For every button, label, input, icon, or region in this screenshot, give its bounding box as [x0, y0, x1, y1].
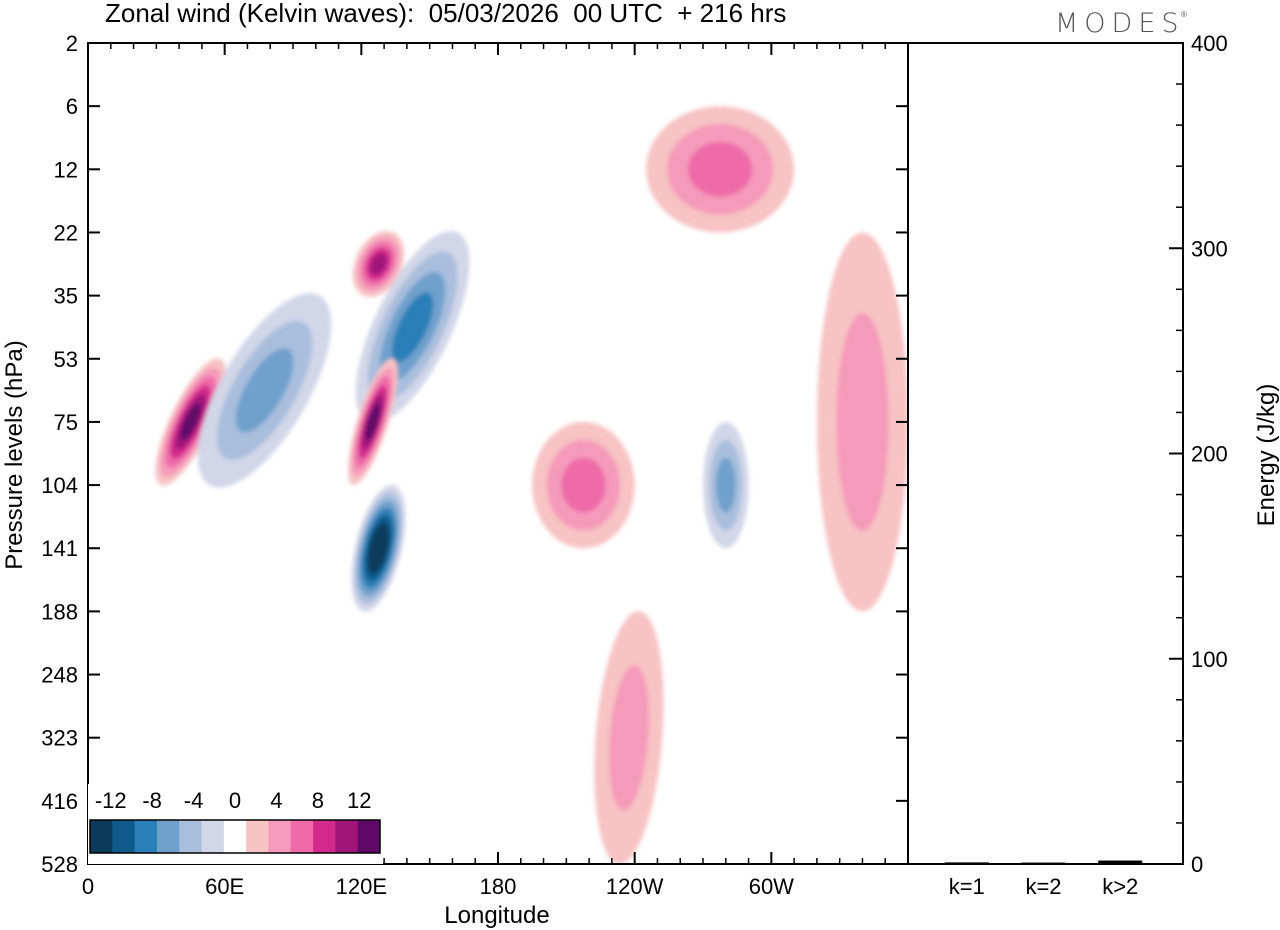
wave-feature-easterly — [703, 421, 749, 549]
colorbar-label: 4 — [270, 788, 282, 813]
colorbar-swatch — [112, 820, 136, 853]
colorbar-swatch — [90, 820, 113, 853]
wave-feature-westerly — [352, 230, 405, 298]
wave-feature-westerly — [646, 106, 795, 233]
colorbar-swatch — [246, 820, 269, 853]
x-tick-label: 0 — [82, 874, 94, 899]
colorbar-swatch — [201, 820, 225, 853]
energy-category-label: k=2 — [1025, 874, 1061, 899]
energy-bar-2 — [1021, 862, 1066, 865]
colorbar-swatch — [290, 820, 314, 853]
energy-panel-frame — [907, 42, 1184, 865]
colorbar-label: -12 — [95, 788, 127, 813]
x-tick-label: 180 — [480, 874, 517, 899]
x-tick-label: 60E — [205, 874, 244, 899]
colorbar-label: -8 — [142, 788, 162, 813]
contour-band — [715, 457, 736, 513]
energy-bars: k=1 k=2 k>2 — [944, 860, 1143, 899]
contour-band — [609, 665, 649, 811]
energy-axis: 0 100 200 300 400 — [1169, 31, 1228, 877]
wave-feature-easterly — [355, 231, 470, 424]
y-tick-label: 53 — [54, 347, 78, 372]
energy-tick-label: 0 — [1191, 852, 1203, 877]
heatmap-contours — [155, 106, 908, 864]
colorbar-swatch — [268, 820, 292, 853]
wave-feature-westerly — [594, 611, 664, 864]
y-axis-title: Pressure levels (hPa) — [1, 340, 28, 569]
pressure-axis: 2 6 12 22 35 53 75 104 141 188 248 323 416 528 — [41, 31, 908, 877]
y-tick-label: 12 — [54, 157, 78, 182]
longitude-axis: 0 60E 120E 180 120W 60W — [82, 43, 909, 899]
colorbar-swatch — [335, 820, 359, 853]
chart-title: Zonal wind (Kelvin waves): 05/03/2026 00… — [105, 0, 787, 28]
colorbar-label: -4 — [184, 788, 204, 813]
wave-feature-westerly — [532, 421, 635, 549]
brand-registered-mark: ® — [1181, 10, 1187, 19]
energy-tick-label: 100 — [1191, 647, 1228, 672]
y-tick-label: 323 — [41, 726, 78, 751]
contour-band — [561, 457, 606, 513]
y-tick-label: 528 — [41, 852, 78, 877]
energy-tick-label: 400 — [1191, 31, 1228, 56]
wave-feature-westerly — [155, 358, 226, 486]
y-tick-label: 188 — [41, 599, 78, 624]
y-tick-label: 22 — [54, 220, 78, 245]
colorbar-swatch — [134, 820, 158, 853]
brand-logo: MODES — [1055, 8, 1185, 39]
colorbar-swatch — [223, 820, 247, 853]
y-tick-label: 6 — [66, 94, 78, 119]
contour-band — [365, 403, 381, 441]
colorbar: -12 -8 -4 0 4 8 12 — [88, 784, 383, 864]
x-axis-title: Longitude — [444, 902, 549, 929]
contour-band — [371, 531, 386, 566]
contour-band — [391, 292, 434, 363]
y-tick-label: 2 — [66, 31, 78, 56]
contour-band — [688, 141, 753, 197]
y-tick-label: 248 — [41, 663, 78, 688]
colorbar-swatch — [313, 820, 336, 853]
energy-bar-1 — [944, 862, 989, 865]
y-tick-label: 75 — [54, 410, 78, 435]
y-tick-label: 104 — [41, 473, 78, 498]
energy-category-label: k=1 — [949, 874, 985, 899]
contour-band — [836, 312, 889, 531]
energy-tick-label: 300 — [1191, 236, 1228, 261]
energy-axis-title: Energy (J/kg) — [1253, 384, 1280, 527]
contour-band — [370, 253, 387, 275]
energy-tick-label: 200 — [1191, 442, 1228, 467]
x-tick-label: 60W — [749, 874, 794, 899]
wave-feature-easterly — [351, 484, 406, 612]
x-tick-label: 120E — [336, 874, 387, 899]
colorbar-swatch — [179, 820, 203, 853]
colorbar-swatch — [357, 820, 381, 853]
wave-feature-easterly — [197, 293, 332, 488]
x-tick-label: 120W — [606, 874, 664, 899]
y-tick-label: 416 — [41, 789, 78, 814]
wave-feature-westerly — [347, 358, 398, 486]
colorbar-label: 8 — [312, 788, 324, 813]
y-tick-label: 35 — [54, 284, 78, 309]
contour-band — [235, 348, 294, 433]
energy-category-label: k>2 — [1102, 874, 1138, 899]
colorbar-label: 12 — [347, 788, 371, 813]
colorbar-swatch — [156, 820, 180, 853]
energy-bar-3 — [1098, 860, 1143, 864]
contour-band — [180, 403, 201, 441]
colorbar-label: 0 — [229, 788, 241, 813]
colorbar-outline — [89, 819, 381, 854]
wave-feature-westerly — [816, 232, 908, 612]
y-tick-label: 141 — [41, 536, 78, 561]
